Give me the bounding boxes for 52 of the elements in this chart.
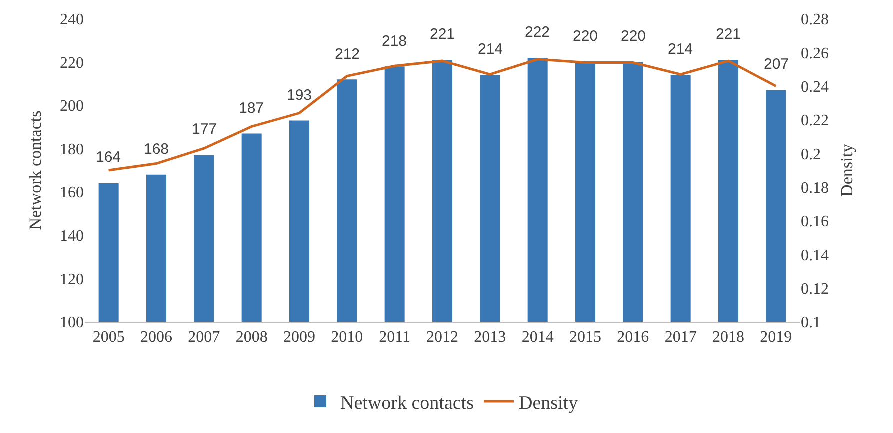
x-tick-label: 2019 — [760, 329, 792, 346]
x-tick-label: 2012 — [426, 329, 458, 346]
data-label: 177 — [192, 121, 218, 138]
data-label: 214 — [668, 41, 694, 58]
y-tick-label: 240 — [60, 12, 84, 29]
x-tick-label: 2007 — [188, 329, 220, 346]
x-tick-label: 2014 — [522, 329, 554, 346]
x-tick-label: 2006 — [140, 329, 172, 346]
y-tick-label: 160 — [60, 184, 84, 202]
data-label: 193 — [287, 87, 312, 104]
data-label: 221 — [716, 26, 742, 43]
x-tick-label: 2013 — [474, 329, 506, 346]
x-tick-label: 2008 — [236, 329, 268, 346]
data-label: 220 — [573, 28, 598, 45]
x-tick-label: 2018 — [712, 329, 744, 346]
x-tick-label: 2005 — [92, 329, 125, 346]
x-tick-label: 2011 — [379, 329, 411, 346]
x-tick-label: 2009 — [284, 329, 316, 346]
y-tick-label: 120 — [60, 271, 84, 288]
x-tick-label: 2016 — [617, 329, 650, 346]
y2-tick-label: 0.1 — [801, 314, 821, 332]
y-tick-label: 200 — [60, 98, 84, 116]
x-tick-label: 2017 — [664, 329, 697, 346]
y-tick-label: 220 — [60, 54, 84, 72]
data-label: 222 — [525, 24, 550, 41]
y-tick-label: 100 — [60, 314, 84, 332]
y2-tick-label: 0.12 — [801, 280, 829, 298]
y2-tick-label: 0.18 — [801, 180, 829, 197]
y2-tick-label: 0.2 — [801, 146, 821, 164]
data-label: 212 — [335, 46, 360, 63]
data-label: 214 — [478, 41, 504, 58]
y-axis-title: Network contacts — [26, 110, 45, 230]
y2-tick-label: 0.16 — [801, 214, 829, 231]
y2-tick-label: 0.14 — [801, 247, 829, 264]
y-tick-label: 180 — [60, 141, 84, 158]
y-tick-label: 140 — [60, 228, 84, 246]
x-tick-label: 2015 — [570, 329, 602, 346]
data-label: 187 — [239, 100, 264, 117]
legend-label: Density — [518, 392, 579, 414]
legend-label: Network contacts — [340, 392, 474, 414]
data-label: 218 — [382, 33, 408, 50]
y2-tick-label: 0.22 — [801, 112, 829, 130]
x-tick-label: 2010 — [331, 329, 364, 346]
y2-tick-label: 0.26 — [801, 45, 829, 62]
y2-tick-label: 0.24 — [801, 78, 829, 96]
y2-axis-title: Density — [838, 144, 856, 197]
data-label: 220 — [621, 28, 646, 45]
data-label: 221 — [430, 26, 456, 43]
data-label: 207 — [764, 56, 790, 73]
data-label: 168 — [144, 141, 170, 158]
data-label: 164 — [96, 149, 122, 166]
y2-tick-label: 0.28 — [801, 12, 829, 29]
